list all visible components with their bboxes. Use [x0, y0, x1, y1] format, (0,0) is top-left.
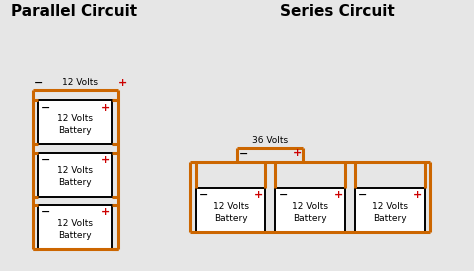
Text: 12 Volts: 12 Volts — [292, 202, 328, 211]
Text: 12 Volts: 12 Volts — [212, 202, 248, 211]
Text: Battery: Battery — [58, 231, 92, 240]
Bar — [355, 188, 425, 232]
Text: −: − — [199, 190, 208, 200]
Text: Battery: Battery — [214, 214, 247, 222]
Text: +: + — [413, 190, 423, 200]
Text: +: + — [254, 190, 263, 200]
Text: 12 Volts: 12 Volts — [372, 202, 408, 211]
Bar — [196, 188, 265, 232]
Bar — [38, 100, 112, 144]
Text: −: − — [34, 78, 43, 88]
Text: +: + — [101, 103, 110, 113]
Text: −: − — [41, 207, 51, 217]
Text: +: + — [293, 149, 302, 159]
Bar — [275, 188, 345, 232]
Text: 12 Volts: 12 Volts — [62, 78, 98, 88]
Bar — [38, 205, 112, 249]
Text: +: + — [334, 190, 343, 200]
Text: −: − — [239, 149, 248, 159]
Text: −: − — [41, 155, 51, 165]
Text: 12 Volts: 12 Volts — [57, 114, 93, 123]
Text: Battery: Battery — [373, 214, 407, 222]
Text: Series Circuit: Series Circuit — [280, 4, 395, 19]
Bar — [38, 153, 112, 196]
Text: −: − — [41, 103, 51, 113]
Text: −: − — [279, 190, 288, 200]
Text: 12 Volts: 12 Volts — [57, 166, 93, 175]
Text: +: + — [118, 78, 127, 88]
Text: 12 Volts: 12 Volts — [57, 219, 93, 228]
Text: −: − — [358, 190, 367, 200]
Text: Battery: Battery — [58, 178, 92, 188]
Text: Battery: Battery — [58, 126, 92, 135]
Text: Parallel Circuit: Parallel Circuit — [11, 4, 137, 19]
Text: +: + — [101, 207, 110, 217]
Text: Battery: Battery — [293, 214, 327, 222]
Text: +: + — [101, 155, 110, 165]
Text: 36 Volts: 36 Volts — [252, 136, 289, 145]
